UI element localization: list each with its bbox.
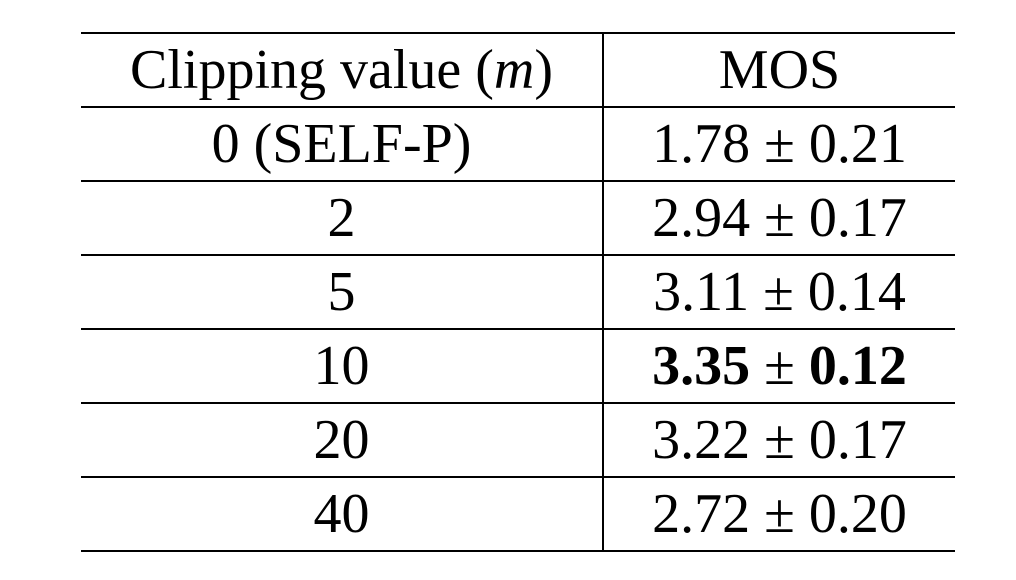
- table-row: 20 3.22 ± 0.17: [81, 403, 955, 478]
- clip-cell: 40: [81, 477, 604, 552]
- plus-minus: ±: [764, 483, 795, 545]
- table-row: 5 3.11 ± 0.14: [81, 255, 955, 330]
- mos-mean: 3.22: [652, 409, 751, 471]
- mos-std: 0.12: [808, 335, 907, 397]
- mos-mean: 2.72: [652, 483, 751, 545]
- clip-cell: 5: [81, 255, 604, 330]
- mos-cell-best: 3.35 ± 0.12: [603, 329, 955, 404]
- header-clipping-variable: m: [493, 39, 535, 101]
- clip-cell: 0 (SELF-P): [81, 107, 604, 182]
- clip-cell: 20: [81, 403, 604, 478]
- mos-std: 0.21: [808, 113, 907, 175]
- plus-minus: ±: [764, 187, 795, 249]
- clip-cell: 2: [81, 181, 604, 256]
- results-table-container: Clipping value (m) MOS 0 (SELF-P) 1.78 ±…: [81, 32, 955, 552]
- header-mos: MOS: [603, 32, 955, 108]
- mos-std: 0.17: [808, 409, 907, 471]
- header-clipping-prefix: Clipping value (: [129, 39, 494, 101]
- plus-minus: ±: [764, 335, 795, 397]
- mos-cell: 2.72 ± 0.20: [603, 477, 955, 552]
- mos-cell: 3.11 ± 0.14: [603, 255, 955, 330]
- table-row: 0 (SELF-P) 1.78 ± 0.21: [81, 107, 955, 182]
- plus-minus: ±: [764, 113, 795, 175]
- mos-mean: 1.78: [652, 113, 751, 175]
- plus-minus: ±: [764, 409, 795, 471]
- mos-std: 0.20: [808, 483, 907, 545]
- mos-cell: 2.94 ± 0.17: [603, 181, 955, 256]
- mos-mean: 3.11: [653, 261, 750, 323]
- clipping-mos-table: Clipping value (m) MOS 0 (SELF-P) 1.78 ±…: [81, 32, 955, 552]
- header-clipping-value: Clipping value (m): [81, 32, 604, 108]
- mos-mean: 3.35: [652, 335, 751, 397]
- mos-std: 0.17: [808, 187, 907, 249]
- table-row-best: 10 3.35 ± 0.12: [81, 329, 955, 404]
- plus-minus: ±: [763, 261, 794, 323]
- header-clipping-suffix: ): [534, 39, 554, 101]
- mos-std: 0.14: [807, 261, 906, 323]
- header-row: Clipping value (m) MOS: [81, 32, 955, 108]
- mos-cell: 3.22 ± 0.17: [603, 403, 955, 478]
- table-row: 2 2.94 ± 0.17: [81, 181, 955, 256]
- mos-cell: 1.78 ± 0.21: [603, 107, 955, 182]
- mos-mean: 2.94: [652, 187, 751, 249]
- clip-cell: 10: [81, 329, 604, 404]
- table-header: Clipping value (m) MOS: [81, 32, 955, 108]
- table-row: 40 2.72 ± 0.20: [81, 477, 955, 552]
- table-body: 0 (SELF-P) 1.78 ± 0.21 2 2.94 ± 0.17 5 3…: [81, 107, 955, 552]
